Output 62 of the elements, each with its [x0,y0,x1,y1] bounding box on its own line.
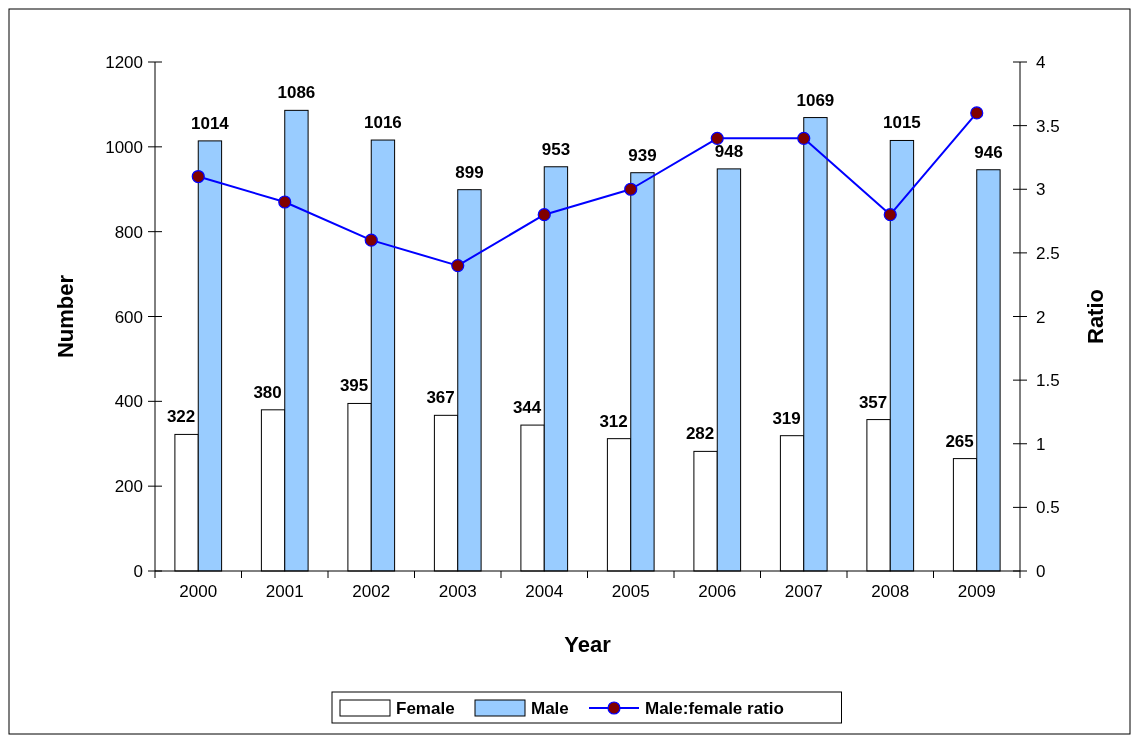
data-label: 265 [945,431,974,451]
x-tick-label: 2007 [784,582,823,601]
data-label: 322 [166,407,196,427]
x-tick-label: 2005 [611,582,650,601]
y2-tick-label: 1.5 [1036,371,1060,391]
data-label: 1069 [796,90,835,110]
data-label: 939 [628,145,657,165]
y-tick-label: 1200 [105,53,143,72]
y2-axis-title: Ratio [1083,289,1108,344]
data-label: 319 [772,408,801,428]
data-label: 367 [426,388,455,408]
data-label: 953 [541,139,571,159]
x-tick-label: 2000 [179,582,218,601]
y-tick-label: 400 [114,392,143,412]
data-label: 1015 [883,113,921,133]
legend-label: Female [396,699,455,718]
data-label: 380 [253,382,282,402]
y-tick-label: 0 [133,562,143,581]
point [364,233,378,247]
data-label: 1014 [191,113,230,133]
y-tick-label: 800 [114,222,143,242]
legend-label: Male [531,699,569,718]
data-label: 344 [512,398,542,418]
data-label: 357 [858,392,888,412]
point [710,131,724,145]
y2-tick-label: 0.5 [1036,498,1060,518]
y-axis-title: Number [53,274,78,359]
data-label: 312 [599,411,628,431]
x-tick-label: 2009 [957,582,996,601]
data-label: 948 [714,141,744,161]
point [191,169,205,184]
y-tick-label: 200 [114,477,143,497]
point [883,208,897,222]
x-tick-label: 2006 [698,582,737,601]
data-label: 899 [455,162,484,182]
data-label: 946 [974,142,1003,162]
x-tick-label: 2008 [871,582,910,601]
legend-label: Male:female ratio [645,699,784,718]
point [451,259,465,273]
point [797,131,811,145]
data-label: 1086 [277,83,316,103]
data-label: 282 [685,424,715,444]
data-label: 395 [339,376,369,396]
point [537,208,551,222]
x-tick-label: 2001 [265,582,304,601]
y2-tick-label: 0 [1036,562,1046,581]
y2-tick-label: 4 [1036,53,1046,72]
y2-tick-label: 1 [1036,434,1046,454]
y2-tick-label: 2.5 [1036,243,1060,263]
x-axis-title: Year [564,632,612,657]
point [278,195,292,209]
data-label: 1016 [364,113,402,133]
x-tick-label: 2004 [525,582,564,601]
point [624,182,638,196]
y-tick-label: 600 [114,307,143,327]
point [970,106,984,120]
y-tick-label: 1000 [105,137,143,157]
y2-tick-label: 3 [1036,180,1046,200]
y2-tick-label: 2 [1036,307,1046,327]
x-tick-label: 2002 [352,582,391,601]
y2-tick-label: 3.5 [1036,116,1060,136]
x-tick-label: 2003 [438,582,477,601]
